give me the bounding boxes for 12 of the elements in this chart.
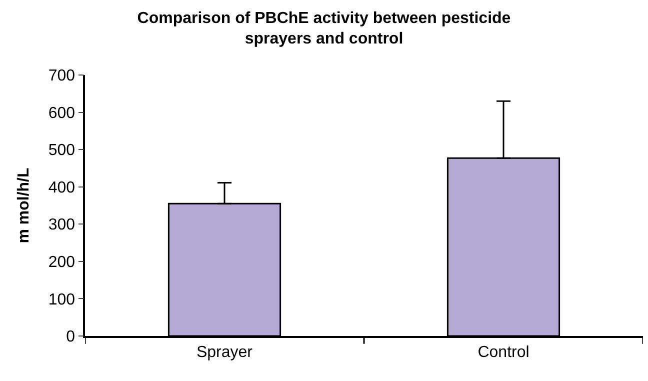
y-tick-label: 300 (48, 216, 76, 234)
y-tick-label: 200 (48, 254, 76, 272)
chart-title: Comparison of PBChE activity between pesticide sprayers and control (137, 10, 511, 48)
y-tick-label: 0 (66, 328, 76, 346)
x-tick-label: Sprayer (196, 344, 254, 361)
y-tick-label: 500 (48, 142, 76, 160)
y-tick-label: 400 (48, 179, 76, 196)
y-tick-label: 700 (48, 68, 76, 85)
y-tick-label: 100 (48, 291, 76, 308)
y-tick-label: 600 (48, 104, 76, 122)
x-tick-label: Control (478, 344, 530, 361)
y-axis-title: m mol/h/L (16, 168, 33, 244)
